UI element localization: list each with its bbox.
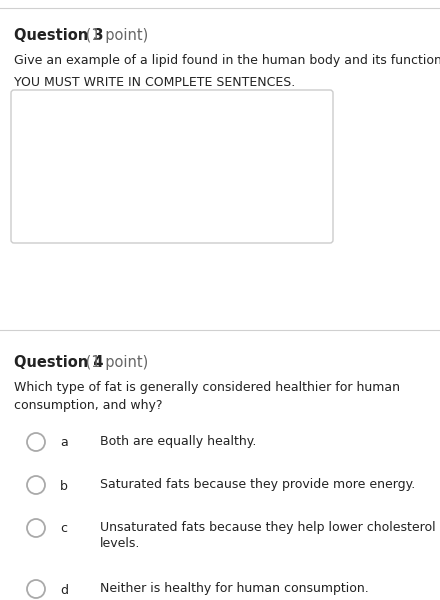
Text: a: a — [60, 437, 68, 449]
Text: YOU MUST WRITE IN COMPLETE SENTENCES.: YOU MUST WRITE IN COMPLETE SENTENCES. — [14, 76, 295, 89]
Circle shape — [27, 476, 45, 494]
Circle shape — [27, 519, 45, 537]
Text: Unsaturated fats because they help lower cholesterol: Unsaturated fats because they help lower… — [100, 521, 436, 534]
FancyBboxPatch shape — [11, 90, 333, 243]
Text: d: d — [60, 583, 68, 596]
Text: Neither is healthy for human consumption.: Neither is healthy for human consumption… — [100, 582, 369, 595]
Text: c: c — [60, 523, 67, 535]
Text: Which type of fat is generally considered healthier for human: Which type of fat is generally considere… — [14, 381, 400, 394]
Text: Saturated fats because they provide more energy.: Saturated fats because they provide more… — [100, 478, 415, 491]
Circle shape — [27, 433, 45, 451]
Text: Question 3: Question 3 — [14, 28, 103, 43]
Text: levels.: levels. — [100, 537, 140, 550]
Text: (1 point): (1 point) — [81, 28, 148, 43]
Text: Both are equally healthy.: Both are equally healthy. — [100, 435, 257, 448]
Text: b: b — [60, 479, 68, 493]
Text: (1 point): (1 point) — [81, 355, 148, 370]
Text: Give an example of a lipid found in the human body and its function.: Give an example of a lipid found in the … — [14, 54, 440, 67]
Text: Question 4: Question 4 — [14, 355, 103, 370]
Circle shape — [27, 580, 45, 598]
Text: consumption, and why?: consumption, and why? — [14, 399, 162, 412]
